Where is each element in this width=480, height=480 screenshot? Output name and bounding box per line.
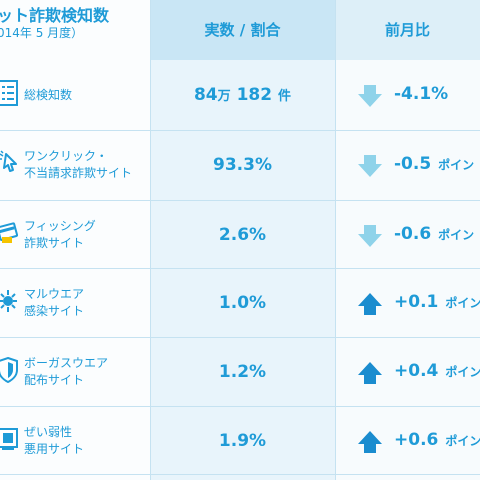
table-row-phishing: フィッシング 詐欺サイト 2.6% -0.6 ポイン bbox=[0, 200, 480, 270]
change-value: -0.5 ポイン bbox=[394, 154, 475, 174]
column-divider bbox=[150, 0, 151, 480]
arrow-down-icon bbox=[358, 155, 382, 177]
arrow-down-icon bbox=[358, 85, 382, 107]
change-value: +0.1 ポイン bbox=[394, 292, 480, 312]
change-column-header: 前月比 bbox=[384, 21, 430, 39]
table-row-one-click: ワンクリック・ 不当請求詐欺サイト 93.3% -0.5 ポイン bbox=[0, 130, 480, 200]
arrow-up-icon bbox=[358, 293, 382, 315]
rate-value: 93.3% bbox=[213, 155, 272, 175]
row-divider bbox=[0, 406, 480, 407]
change-column bbox=[335, 0, 480, 480]
arrow-up-icon bbox=[358, 431, 382, 453]
change-column-header-bg bbox=[335, 0, 480, 60]
value-column-header: 実数 / 割合 bbox=[204, 21, 281, 39]
column-divider bbox=[335, 0, 336, 480]
document-list-icon bbox=[0, 80, 18, 106]
table-row-vulnerability: ぜい弱性 悪用サイト 1.9% +0.6 ポイン bbox=[0, 406, 480, 476]
rate-value: 2.6% bbox=[218, 225, 267, 245]
credit-card-icon bbox=[0, 222, 18, 243]
category-label: ぜい弱性 悪用サイト bbox=[24, 425, 85, 456]
change-value: +0.6 ポイン bbox=[394, 430, 480, 450]
virus-icon bbox=[0, 290, 17, 312]
rate-value: 1.0% bbox=[218, 293, 267, 313]
category-label: ボーガスウエア 配布サイト bbox=[24, 356, 109, 387]
value-column bbox=[150, 0, 335, 480]
row-divider bbox=[0, 200, 480, 201]
cursor-click-icon bbox=[0, 150, 17, 172]
value-column-header-bg bbox=[150, 0, 335, 60]
category-label: フィッシング 詐欺サイト bbox=[24, 219, 96, 250]
change-value: -0.6 ポイン bbox=[394, 224, 475, 244]
row-divider bbox=[0, 474, 480, 475]
row-divider bbox=[0, 337, 480, 338]
category-label: ワンクリック・ 不当請求詐欺サイト bbox=[24, 149, 133, 180]
arrow-down-icon bbox=[358, 225, 382, 247]
rate-value: 1.2% bbox=[218, 362, 267, 382]
category-column bbox=[0, 0, 150, 480]
category-label: マルウエア 感染サイト bbox=[24, 287, 85, 318]
row-divider bbox=[0, 268, 480, 269]
category-label: 総検知数 bbox=[24, 88, 73, 102]
vulnerable-window-icon bbox=[0, 428, 18, 450]
row-divider bbox=[0, 130, 480, 131]
page-title: ット詐欺検知数 bbox=[0, 6, 110, 25]
arrow-up-icon bbox=[358, 362, 382, 384]
rate-value: 1.9% bbox=[218, 431, 267, 451]
total-count-value: 84万 182 件 bbox=[193, 85, 292, 105]
change-value: -4.1% bbox=[394, 84, 449, 104]
page-subtitle: 014年 5 月度） bbox=[0, 26, 84, 40]
change-value: +0.4 ポイン bbox=[394, 361, 480, 381]
shield-icon bbox=[0, 357, 18, 383]
table-row-malware: マルウエア 感染サイト 1.0% +0.1 ポイン bbox=[0, 268, 480, 338]
table-row-total: 総検知数 84万 182 件 -4.1% bbox=[0, 60, 480, 130]
table-row-bogusware: ボーガスウエア 配布サイト 1.2% +0.4 ポイン bbox=[0, 337, 480, 407]
